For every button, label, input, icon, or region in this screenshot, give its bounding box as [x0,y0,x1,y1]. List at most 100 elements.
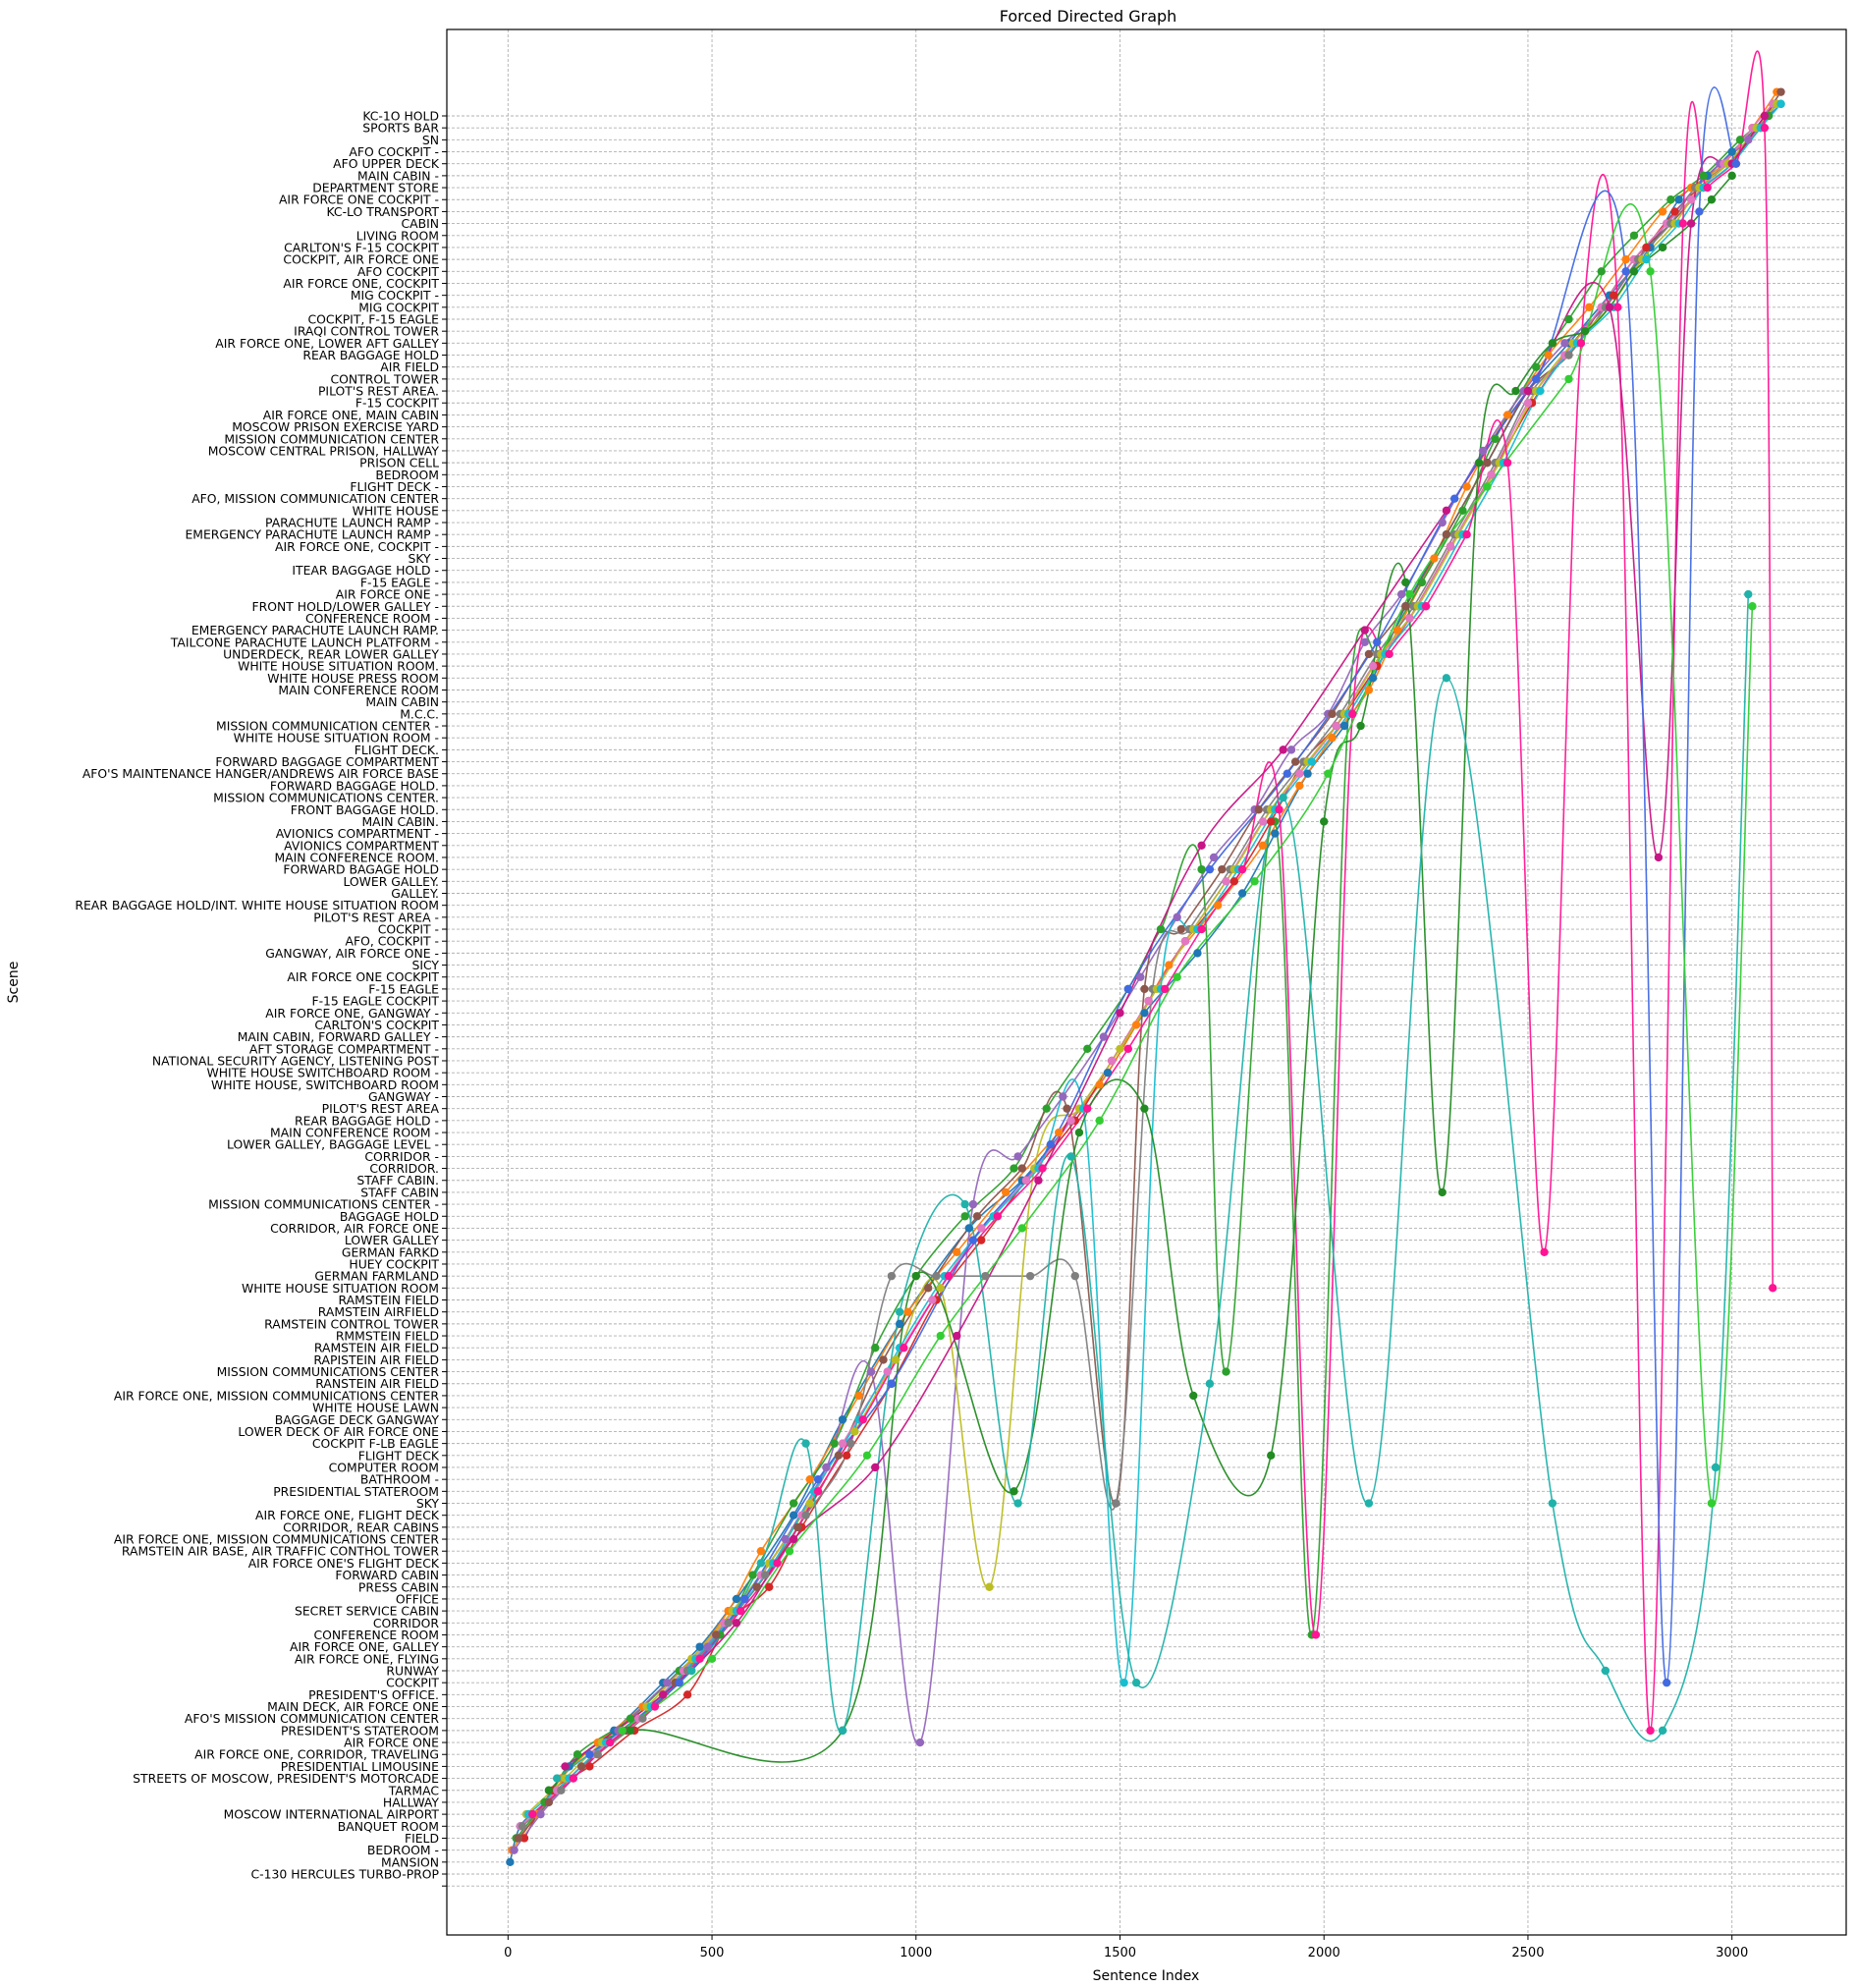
y-tick-label: LOWER GALLEY. [343,874,439,889]
scene-node [1548,339,1557,348]
scene-node [1017,1224,1026,1233]
y-tick-label: EMERGENCY PARACHUTE LAUNCH RAMP. [191,623,439,637]
scene-node [1695,207,1704,216]
series-line [565,115,1766,1768]
scene-node [895,1307,904,1316]
scene-node [838,1439,847,1448]
scene-node [1131,1678,1141,1687]
y-tick-label: AFO COCKPIT - [349,144,439,159]
scene-node [1646,1726,1655,1736]
scene-node [756,1547,766,1556]
y-tick-label: FORWARD BAGGAGE HOLD. [270,778,439,793]
y-tick-label: IRAQI CONTROL TOWER [294,324,439,339]
scene-node [879,1355,888,1364]
scene-node [1585,303,1594,312]
scene-node [789,1499,798,1508]
scene-node [1744,589,1753,599]
y-tick-label: CARLTON'S COCKPIT [314,1018,439,1032]
y-tick-label: GERMAN FARKD [342,1244,439,1259]
scene-node [1339,721,1349,731]
scene-node [1328,733,1337,743]
scene-node [1462,482,1471,491]
scene-node [785,1547,794,1556]
y-tick-label: F-15 EAGLE [368,981,439,996]
scene-node [1605,303,1614,312]
y-tick-label: AIR FORCE ONE, FLIGHT DECK [255,1508,440,1522]
y-tick-label: LIVING ROOM [356,228,439,243]
scene-node [1123,1044,1133,1053]
scene-node [711,1630,721,1639]
scene-node [1222,877,1230,886]
y-tick-label: TAILCONE PARACHUTE LAUNCH PLATFORM - [170,635,439,649]
y-tick-label: FRONT BAGGAGE HOLD. [291,802,439,817]
scene-node [1487,470,1496,479]
scene-node [789,1511,798,1519]
scene-node [1013,1152,1022,1161]
scene-node [1320,817,1329,826]
scene-node [573,1750,582,1759]
scene-node [1103,1068,1113,1077]
y-tick-label: AIR FORCE ONE - [336,587,439,602]
scene-node [1025,1271,1035,1281]
scene-node [1540,1247,1549,1257]
scene-node [1699,171,1708,181]
y-tick-label: CORRIDOR [373,1616,440,1630]
scene-node [695,1654,704,1664]
scene-node [1059,1092,1067,1101]
scene-node [663,1678,672,1687]
y-tick-label: WHITE HOUSE, SWITCHBOARD ROOM [211,1077,439,1092]
series-line [548,175,1733,1792]
scene-node [936,1284,945,1293]
y-tick-label: MISSION COMMUNICATIONS CENTER. [213,791,439,805]
scene-node [1042,1104,1051,1113]
y-tick-label: FLIGHT DECK. [355,743,439,757]
y-tick-label: MAIN CABIN. [361,814,439,829]
y-axis-label: Scene [6,962,22,1004]
scene-node [1727,147,1736,156]
y-tick-label: BANQUET ROOM [338,1819,439,1834]
y-tick-label: COCKPIT - [378,922,439,937]
scene-node [871,1344,880,1353]
scene-node [1364,686,1374,694]
y-tick-label: MISSION COMMUNICATION CENTER [224,431,439,446]
y-tick-label: RUNWAY [386,1663,439,1678]
scene-node [838,1726,847,1736]
scene-node [1396,589,1406,599]
scene-node [862,1451,872,1461]
y-tick-label: WHITE HOUSE PRESS ROOM [267,671,439,686]
scene-node [968,1199,978,1209]
y-tick-label: COCKPIT, F-15 EAGLE [308,312,440,327]
y-tick-label: AIR FORCE ONE'S FLIGHT DECK [248,1556,440,1571]
y-tick-label: HALLWAY [383,1795,440,1809]
scene-node [1707,195,1717,204]
scene-node [793,1522,802,1532]
scene-node [1483,482,1492,491]
scene-node [936,1331,945,1341]
x-tick-label: 0 [504,1946,512,1960]
y-tick-label: CONFERENCE ROOM - [305,611,439,626]
scene-node [1707,1499,1717,1508]
scene-node [557,1786,566,1795]
y-tick-label: SPORTS BAR [362,121,439,136]
scene-node [1385,649,1393,659]
scene-node [510,1846,519,1854]
scene-node [1474,458,1484,468]
y-tick-label: MAIN CABIN [365,694,439,709]
y-tick-label: GANGWAY, AIR FORCE ONE - [265,946,439,961]
scene-node [1021,1176,1031,1185]
scene-node [1218,864,1227,874]
y-tick-label: COCKPIT [386,1676,439,1690]
scene-node [887,1271,897,1281]
scene-node [765,1582,774,1591]
y-tick-label: COCKPIT F-LB EAGLE [312,1436,439,1451]
scene-node [740,1594,749,1604]
scene-node [1095,1080,1104,1089]
scene-node [1356,721,1365,731]
y-tick-label: AFO, COCKPIT - [345,934,439,949]
scene-node [1663,1678,1671,1687]
scene-node [1458,506,1467,516]
scene-node [1290,757,1300,766]
scene-node [1760,123,1770,133]
y-tick-label: BEDROOM [375,468,439,482]
scene-node [1666,195,1675,204]
